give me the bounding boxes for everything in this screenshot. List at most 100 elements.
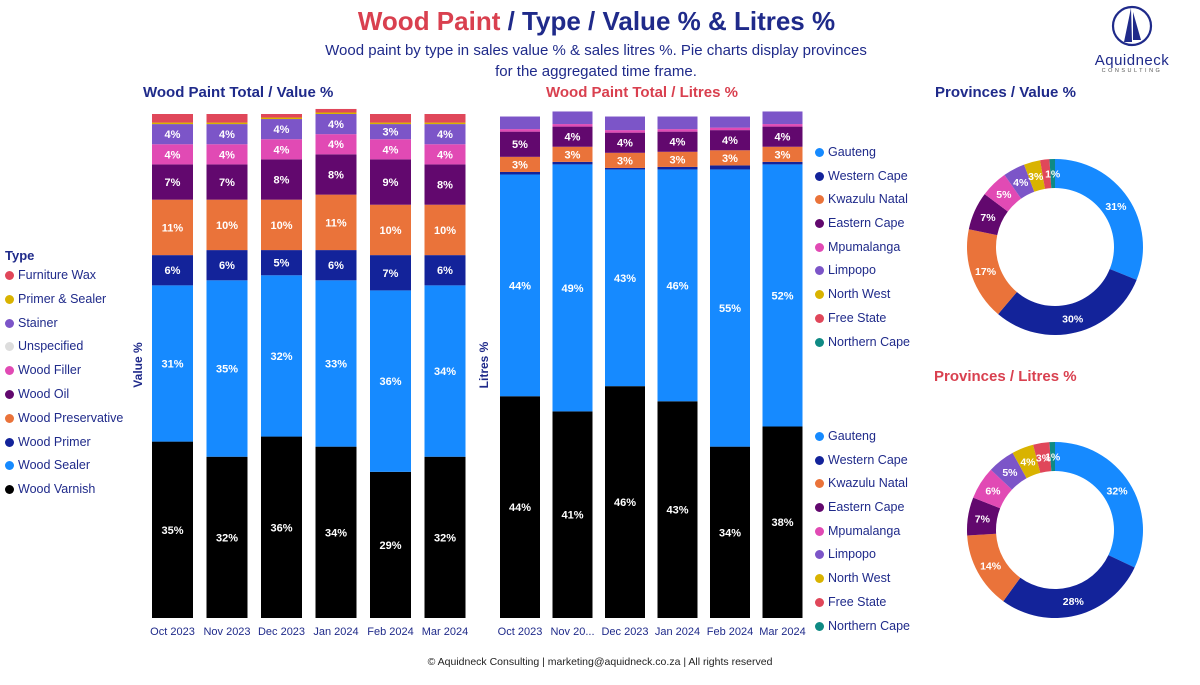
province-legend-item-mpumalanga[interactable]: Mpumalanga [815,523,910,539]
bar-stainer-mar-2024[interactable] [424,124,466,145]
slice-kwazulu-natal[interactable] [967,533,1021,602]
bar-wood-preservative-dec-2023[interactable] [605,152,645,168]
bar-wood-primer-oct-2023[interactable] [152,255,193,286]
bar-stainer-oct-2023[interactable] [500,116,540,130]
bar-wood-sealer-dec-2023[interactable] [261,275,302,437]
bar-wood-sealer-feb-2024[interactable] [710,169,750,447]
province-legend-item-eastern-cape[interactable]: Eastern Cape [815,215,910,231]
bar-wood-varnish-feb-2024[interactable] [370,471,411,618]
bar-primer-sealer-oct-2023[interactable] [152,122,193,125]
slice-western-cape[interactable] [998,269,1137,336]
bar-wood-primer-jan-2024[interactable] [657,166,698,170]
bar-wood-preservative-nov-20[interactable] [552,146,593,162]
bar-furniture-wax-dec-2023[interactable] [261,114,302,118]
bar-wood-oil-mar-2024[interactable] [762,126,803,147]
bar-wood-oil-jan-2024[interactable] [315,154,357,195]
bar-stainer-dec-2023[interactable] [605,116,645,131]
bar-wood-primer-dec-2023[interactable] [605,167,645,170]
slice-limpopo[interactable] [990,452,1027,490]
bar-wood-varnish-mar-2024[interactable] [424,456,466,618]
slice-free-state[interactable] [1040,159,1052,189]
bar-stainer-nov-20[interactable] [552,111,593,125]
bar-wood-sealer-oct-2023[interactable] [500,174,540,397]
bar-wood-oil-jan-2024[interactable] [657,131,698,152]
slice-northern-cape[interactable] [1049,442,1055,472]
province-legend-item-gauteng[interactable]: Gauteng [815,144,910,160]
province-legend-item-north-west[interactable]: North West [815,570,910,586]
bar-wood-preservative-oct-2023[interactable] [152,199,193,256]
bar-wood-sealer-mar-2024[interactable] [762,164,803,427]
bar-wood-varnish-jan-2024[interactable] [657,401,698,618]
bar-wood-preservative-jan-2024[interactable] [315,194,357,251]
province-legend-item-north-west[interactable]: North West [815,286,910,302]
bar-wood-oil-oct-2023[interactable] [152,164,193,200]
slice-western-cape[interactable] [1003,555,1135,618]
province-legend-item-limpopo[interactable]: Limpopo [815,546,910,562]
slice-north-west[interactable] [1012,444,1041,479]
bar-wood-oil-dec-2023[interactable] [605,132,645,153]
type-legend-item-wood-oil[interactable]: Wood Oil [5,386,123,402]
bar-wood-varnish-feb-2024[interactable] [710,446,750,618]
province-legend-item-western-cape[interactable]: Western Cape [815,168,910,184]
type-legend-item-wood-varnish[interactable]: Wood Varnish [5,481,123,497]
bar-wood-filler-mar-2024[interactable] [762,124,803,127]
bar-wood-filler-dec-2023[interactable] [261,139,302,160]
bar-wood-primer-dec-2023[interactable] [261,250,302,276]
bar-wood-preservative-feb-2024[interactable] [710,150,750,166]
type-legend-item-furniture-wax[interactable]: Furniture Wax [5,267,123,283]
province-legend-item-northern-cape[interactable]: Northern Cape [815,334,910,350]
bar-wood-primer-nov-2023[interactable] [206,250,248,281]
bar-wood-oil-nov-2023[interactable] [206,164,248,200]
bar-primer-sealer-dec-2023[interactable] [261,117,302,120]
type-legend-item-stainer[interactable]: Stainer [5,315,123,331]
bar-wood-primer-feb-2024[interactable] [370,255,411,291]
bar-furniture-wax-nov-2023[interactable] [206,114,248,123]
bar-wood-varnish-nov-20[interactable] [552,411,593,618]
bar-wood-oil-feb-2024[interactable] [370,159,411,205]
bar-wood-primer-feb-2024[interactable] [710,165,750,170]
bar-wood-varnish-oct-2023[interactable] [500,396,540,618]
bar-wood-filler-jan-2024[interactable] [657,129,698,132]
bar-wood-filler-feb-2024[interactable] [710,127,750,131]
bar-primer-sealer-nov-2023[interactable] [206,122,248,125]
province-legend-item-free-state[interactable]: Free State [815,594,910,610]
bar-wood-primer-jan-2024[interactable] [315,250,357,281]
bar-stainer-oct-2023[interactable] [152,124,193,145]
bar-wood-oil-feb-2024[interactable] [710,130,750,151]
type-legend-item-wood-sealer[interactable]: Wood Sealer [5,457,123,473]
bar-wood-filler-jan-2024[interactable] [315,134,357,155]
bar-wood-primer-mar-2024[interactable] [762,161,803,165]
province-legend-item-western-cape[interactable]: Western Cape [815,452,910,468]
province-legend-item-kwazulu-natal[interactable]: Kwazulu Natal [815,475,910,491]
bar-wood-oil-mar-2024[interactable] [424,164,466,205]
bar-stainer-dec-2023[interactable] [261,119,302,140]
bar-primer-sealer-feb-2024[interactable] [370,122,411,125]
bar-wood-oil-oct-2023[interactable] [500,131,540,157]
bar-wood-primer-oct-2023[interactable] [500,171,540,175]
bar-wood-varnish-jan-2024[interactable] [315,446,357,618]
bar-wood-varnish-dec-2023[interactable] [605,386,645,618]
bar-wood-varnish-nov-2023[interactable] [206,456,248,618]
bar-wood-preservative-dec-2023[interactable] [261,199,302,251]
bar-wood-filler-oct-2023[interactable] [152,144,193,165]
bar-wood-sealer-jan-2024[interactable] [315,280,357,447]
province-legend-item-free-state[interactable]: Free State [815,310,910,326]
bar-wood-varnish-oct-2023[interactable] [152,441,193,618]
bar-wood-sealer-mar-2024[interactable] [424,285,466,457]
bar-furniture-wax-feb-2024[interactable] [370,114,411,123]
bar-wood-preservative-jan-2024[interactable] [657,151,698,167]
bar-wood-preservative-nov-2023[interactable] [206,199,248,251]
slice-limpopo[interactable] [1004,164,1035,199]
slice-northern-cape[interactable] [1049,159,1055,189]
type-legend-item-wood-filler[interactable]: Wood Filler [5,362,123,378]
bar-primer-sealer-jan-2024[interactable] [315,112,357,114]
bar-wood-preservative-mar-2024[interactable] [424,204,466,256]
type-legend-item-wood-primer[interactable]: Wood Primer [5,434,123,450]
slice-kwazulu-natal[interactable] [967,229,1017,315]
bar-wood-varnish-mar-2024[interactable] [762,426,803,618]
bar-wood-sealer-nov-2023[interactable] [206,280,248,457]
bar-wood-filler-nov-2023[interactable] [206,144,248,165]
slice-north-west[interactable] [1024,160,1046,192]
bar-wood-sealer-jan-2024[interactable] [657,169,698,402]
bar-wood-filler-oct-2023[interactable] [500,129,540,132]
